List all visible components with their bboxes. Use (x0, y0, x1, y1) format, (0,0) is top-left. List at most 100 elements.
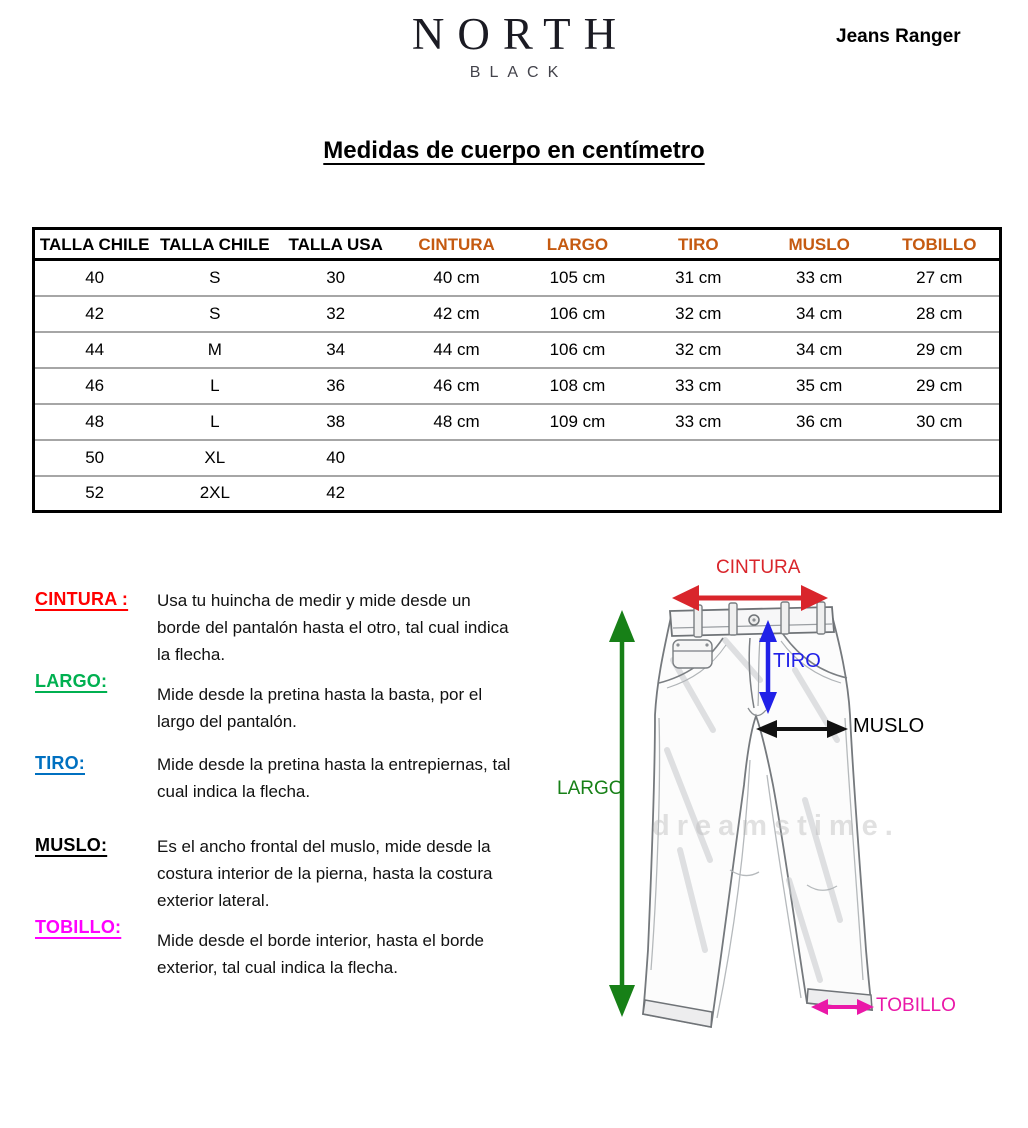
table-row: 52 2XL 42 (33, 474, 1001, 512)
table-cell: 29 cm (879, 330, 1001, 368)
table-cell: 106 cm (517, 294, 638, 332)
table-cell (637, 474, 759, 512)
table-cell: S (154, 294, 276, 332)
table-header-row: TALLA CHILE TALLA CHILE TALLA USA CINTUR… (33, 228, 1001, 261)
definition-term-tiro: TIRO: (35, 753, 85, 773)
page-title: Medidas de cuerpo en centímetro (323, 137, 705, 164)
diagram-label-cintura: CINTURA (716, 557, 801, 578)
col-header-largo: LARGO (517, 228, 638, 261)
table-row: 44 M 34 44 cm 106 cm 32 cm 34 cm 29 cm (33, 330, 1001, 368)
table-cell: S (209, 267, 221, 287)
definition-term-largo: LARGO: (35, 671, 108, 691)
definition-term-tobillo: TOBILLO: (35, 917, 122, 937)
table-cell: 2XL (154, 474, 276, 512)
table-cell: 31 cm (675, 267, 722, 287)
table-cell: 44 (33, 330, 155, 368)
table-cell: 32 (275, 294, 397, 332)
diagram-label-muslo: MUSLO (853, 715, 925, 737)
table-cell: 40 (275, 438, 397, 476)
table-row: 48 L 38 48 cm 109 cm 33 cm 36 cm 30 cm (33, 402, 1001, 440)
table-row: 50 XL 40 (33, 438, 1001, 476)
table-cell: 38 (275, 402, 397, 440)
definition-desc-cintura: Usa tu huincha de medir y mide desde un … (157, 591, 509, 664)
table-row: 42 S 32 42 cm 106 cm 32 cm 34 cm 28 cm (33, 294, 1001, 332)
col-header-talla-usa: TALLA USA (275, 228, 397, 261)
col-header-talla-chile-letra: TALLA CHILE (154, 228, 276, 261)
table-cell (879, 438, 1001, 476)
table-cell (879, 474, 1001, 512)
table-cell: L (154, 402, 276, 440)
col-header-cintura: CINTURA (396, 228, 517, 261)
table-cell: 42 (33, 294, 155, 332)
table-cell: 109 cm (517, 402, 638, 440)
table-cell: 50 (33, 438, 155, 476)
diagram-label-tiro: TIRO (773, 650, 821, 672)
col-header-tobillo: TOBILLO (879, 228, 1001, 261)
table-cell (517, 438, 638, 476)
table-cell: 34 cm (758, 294, 880, 332)
table-cell (396, 474, 517, 512)
diagram-label-tobillo: TOBILLO (876, 995, 956, 1016)
table-cell: 33 cm (796, 267, 843, 287)
table-cell: 33 cm (637, 366, 759, 404)
table-cell (758, 438, 880, 476)
table-cell: 28 cm (879, 294, 1001, 332)
table-cell (637, 438, 759, 476)
muslo-arrow (756, 720, 848, 738)
table-cell: 36 (275, 366, 397, 404)
table-cell: M (154, 330, 276, 368)
table-row: 46 L 36 46 cm 108 cm 33 cm 35 cm 29 cm (33, 366, 1001, 404)
table-cell: 30 cm (879, 402, 1001, 440)
definition-term-cintura: CINTURA : (35, 589, 129, 609)
brand-logo: NORTH BLACK (0, 8, 1028, 82)
table-cell: 30 (326, 267, 346, 287)
definition-desc-tiro: Mide desde la pretina hasta la entrepier… (157, 755, 511, 801)
table-cell: 36 cm (758, 402, 880, 440)
table-cell: 34 cm (758, 330, 880, 368)
table-cell: 33 cm (637, 402, 759, 440)
definition-desc-largo: Mide desde la pretina hasta la basta, po… (157, 685, 483, 731)
jeans-illustration (609, 585, 874, 1029)
table-cell: 46 (33, 366, 155, 404)
cintura-arrow (672, 585, 828, 611)
table-cell: 46 cm (396, 366, 517, 404)
table-cell: 34 (275, 330, 397, 368)
table-cell: 108 cm (517, 366, 638, 404)
table-cell: L (154, 366, 276, 404)
table-cell (517, 474, 638, 512)
table-cell: 27 cm (916, 267, 963, 287)
table-cell: 29 cm (879, 366, 1001, 404)
table-cell: XL (154, 438, 276, 476)
definition-desc-muslo: Es el ancho frontal del muslo, mide desd… (157, 837, 493, 910)
table-cell: 106 cm (517, 330, 638, 368)
definition-term-muslo: MUSLO: (35, 835, 108, 855)
table-cell: 32 cm (637, 294, 759, 332)
table-cell: 32 cm (637, 330, 759, 368)
col-header-tiro: TIRO (637, 228, 759, 261)
tiro-arrow (759, 620, 777, 714)
table-cell: 52 (33, 474, 155, 512)
table-cell: 105 cm (549, 267, 606, 287)
largo-arrow (609, 610, 635, 1017)
col-header-talla-chile: TALLA CHILE (33, 228, 155, 261)
watermark: dreamstime. (652, 810, 900, 842)
size-table: TALLA CHILE TALLA CHILE TALLA USA CINTUR… (32, 227, 1002, 513)
table-cell: 35 cm (758, 366, 880, 404)
table-cell: 40 (85, 267, 105, 287)
table-cell (396, 438, 517, 476)
brand-name: NORTH (411, 9, 630, 59)
brand-subname: BLACK (469, 64, 568, 81)
table-cell: 48 (33, 402, 155, 440)
table-cell: 42 (275, 474, 397, 512)
table-cell: 44 cm (396, 330, 517, 368)
table-cell: 42 cm (396, 294, 517, 332)
product-title: Jeans Ranger (836, 26, 961, 47)
tobillo-arrow (811, 999, 874, 1015)
table-cell: 40 cm (433, 267, 480, 287)
col-header-muslo: MUSLO (758, 228, 880, 261)
jeans-sketch (642, 601, 874, 1029)
table-cell (758, 474, 880, 512)
table-cell: 48 cm (396, 402, 517, 440)
diagram-label-largo: LARGO (557, 778, 624, 799)
